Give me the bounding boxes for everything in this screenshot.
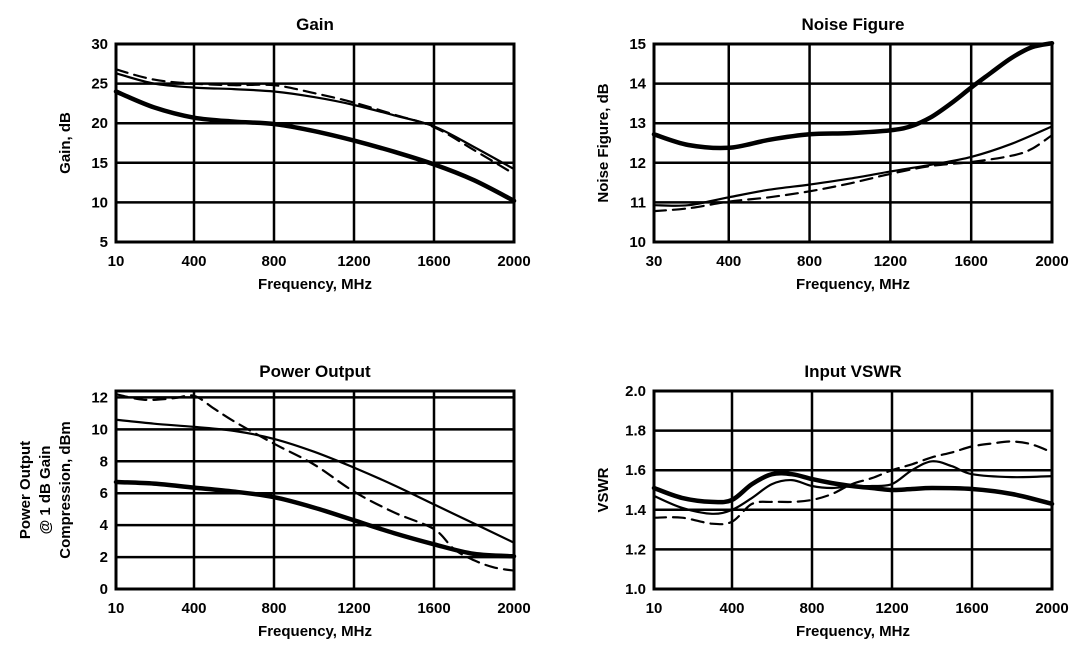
y-axis-label: Gain, dB: [57, 112, 74, 174]
x-tick-label: 1200: [337, 600, 370, 617]
y-axis-label: Compression, dBm: [57, 421, 74, 559]
y-tick-label: 11: [630, 194, 646, 211]
chart-panel-4: 10 400 800 1200 1600 2000 1.0 1.2 1.4 1.6 1.8 2.0 In…: [595, 362, 1069, 640]
x-tick-label: 1600: [417, 600, 450, 617]
x-tick-label: 400: [716, 253, 741, 270]
chart-panel-1: 10 400 800 1200 1600 200051015202530GainFrequ…: [57, 15, 531, 293]
chart-title: Input VSWR: [804, 362, 901, 381]
y-tick-label: 10: [629, 234, 646, 251]
series-line-dashed: [652, 134, 1054, 213]
y-tick-label: 6: [100, 485, 108, 502]
x-tick-label: 800: [261, 253, 286, 270]
x-tick-label: 2000: [497, 253, 530, 270]
chart-title: Power Output: [259, 362, 371, 381]
x-tick-label: 2000: [1035, 600, 1068, 617]
series-line-thin: [652, 460, 1054, 515]
x-tick-label: 1600: [417, 253, 450, 270]
x-tick-label: 400: [181, 600, 206, 617]
y-tick-label: 13: [629, 115, 646, 132]
y-tick-label: 4: [100, 517, 109, 534]
x-tick-label: 10: [646, 600, 663, 617]
y-tick-label: 0: [100, 581, 108, 598]
series-line-thin: [652, 125, 1054, 207]
y-tick-label: 2: [100, 549, 108, 566]
y-axis-label: Noise Figure, dB: [595, 83, 612, 202]
x-tick-label: 1200: [875, 600, 908, 617]
y-tick-label: 2.0: [625, 383, 646, 400]
plot-frame: [114, 42, 516, 244]
x-tick-label: 2000: [1035, 253, 1068, 270]
y-tick-label: 1.2: [625, 541, 646, 558]
x-tick-label: 800: [261, 600, 286, 617]
chart-panel-2: 30 400 800 1200 1600 2000 10 11 12 13 14 15 Noise Fi…: [595, 15, 1069, 293]
y-tick-label: 15: [91, 155, 108, 172]
x-tick-label: 400: [719, 600, 744, 617]
y-tick-label: 15: [629, 36, 646, 53]
y-tick-label: 12: [629, 155, 646, 172]
series-line-thick: [113, 479, 517, 559]
series-line-dashed: [652, 440, 1054, 526]
y-tick-label: 1.6: [625, 462, 646, 479]
series-line-thin: [114, 72, 516, 171]
series-line-thick: [651, 470, 1055, 507]
plot-frame: [652, 42, 1054, 244]
x-tick-label: 800: [799, 600, 824, 617]
series-line-thick: [651, 40, 1055, 151]
y-tick-label: 25: [91, 76, 108, 93]
y-tick-label: 5: [100, 234, 108, 251]
y-tick-label: 1.4: [625, 502, 647, 519]
x-tick-label: 800: [797, 253, 822, 270]
x-tick-label: 1600: [955, 600, 988, 617]
plot-frame: [114, 389, 516, 591]
y-tick-label: 20: [91, 115, 108, 132]
x-tick-label: 2000: [497, 600, 530, 617]
y-tick-label: 8: [100, 453, 108, 470]
y-tick-label: 1.8: [625, 423, 646, 440]
y-axis-label: @ 1 dB Gain: [37, 446, 54, 535]
y-tick-label: 30: [91, 36, 108, 53]
x-tick-label: 1200: [337, 253, 370, 270]
series-line-thick: [113, 89, 517, 204]
x-axis-label: Frequency, MHz: [258, 276, 372, 293]
y-tick-label: 14: [629, 76, 646, 93]
y-tick-label: 10: [91, 194, 108, 211]
x-axis-label: Frequency, MHz: [258, 623, 372, 640]
chart-title: Gain: [296, 15, 334, 34]
x-tick-label: 1600: [955, 253, 988, 270]
x-tick-label: 10: [108, 253, 125, 270]
x-tick-label: 30: [646, 253, 663, 270]
x-axis-label: Frequency, MHz: [796, 276, 910, 293]
y-tick-label: 12: [91, 389, 108, 406]
y-axis-label: Power Output: [17, 441, 34, 539]
x-axis-label: Frequency, MHz: [796, 623, 910, 640]
y-tick-label: 1.0: [625, 581, 646, 598]
x-tick-label: 10: [108, 600, 125, 617]
x-tick-label: 400: [181, 253, 206, 270]
y-tick-label: 10: [91, 421, 108, 438]
series-line-thin: [114, 418, 516, 544]
y-axis-label: VSWR: [595, 467, 612, 512]
chart-title: Noise Figure: [802, 15, 905, 34]
series-line-dashed: [114, 68, 516, 175]
x-tick-label: 1200: [874, 253, 907, 270]
chart-panel-3: 10 400 800 1200 1600 2000 0 2 4 6 8 10 12 Power Outpu…: [17, 362, 531, 640]
series-line-dashed: [114, 393, 516, 572]
